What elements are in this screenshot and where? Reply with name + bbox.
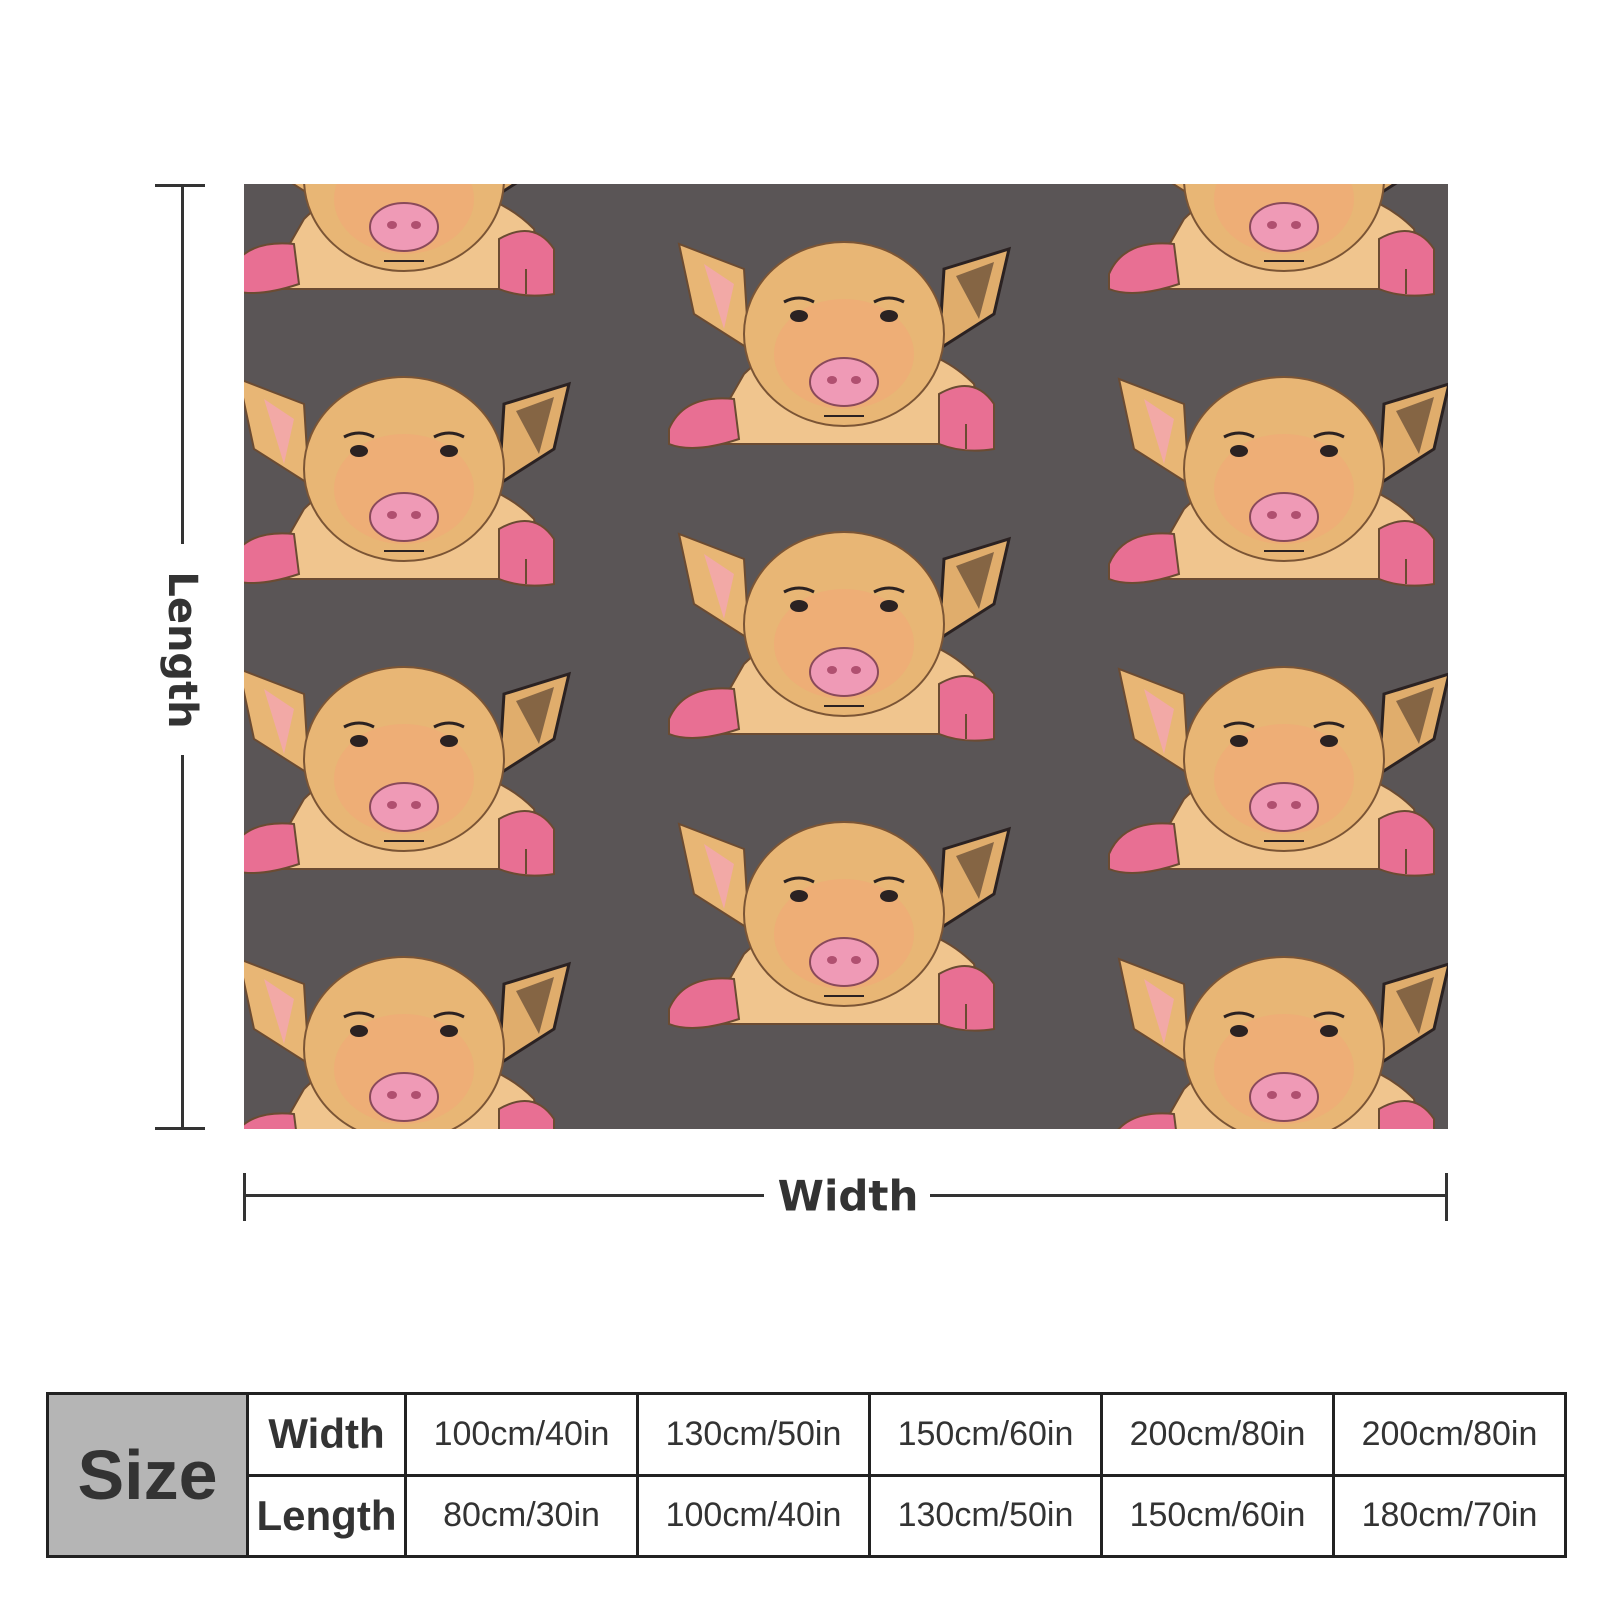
width-line-left	[244, 1194, 764, 1197]
table-row-length: Length 80cm/30in 100cm/40in 130cm/50in 1…	[48, 1473, 1567, 1558]
blanket-preview	[244, 184, 1448, 1129]
length-line-upper	[181, 184, 184, 544]
width-cap-right	[1445, 1173, 1448, 1221]
length-cell: 150cm/60in	[1100, 1473, 1335, 1558]
width-label: Width	[777, 1171, 919, 1221]
length-cell: 80cm/30in	[404, 1473, 639, 1558]
length-line-lower	[181, 755, 184, 1129]
pig-pattern	[244, 184, 1448, 1129]
length-cell: 130cm/50in	[868, 1473, 1103, 1558]
length-cap-top	[155, 184, 205, 187]
width-cell: 150cm/60in	[868, 1392, 1103, 1477]
table-row-width: Size Width 100cm/40in 130cm/50in 150cm/6…	[46, 1392, 1567, 1558]
length-cell: 100cm/40in	[636, 1473, 871, 1558]
width-cell: 200cm/80in	[1332, 1392, 1567, 1477]
length-row-header: Length	[246, 1473, 407, 1558]
width-cell: 200cm/80in	[1100, 1392, 1335, 1477]
length-cap-bottom	[155, 1127, 205, 1130]
width-cell: 100cm/40in	[404, 1392, 639, 1477]
length-cell: 180cm/70in	[1332, 1473, 1567, 1558]
width-cell: 130cm/50in	[636, 1392, 871, 1477]
width-line-right	[930, 1194, 1448, 1197]
width-cap-left	[243, 1173, 246, 1221]
size-table: Size Width 100cm/40in 130cm/50in 150cm/6…	[46, 1392, 1567, 1558]
size-header: Size	[46, 1392, 249, 1558]
length-label: Length	[159, 571, 205, 729]
width-row-header: Width	[246, 1392, 407, 1477]
